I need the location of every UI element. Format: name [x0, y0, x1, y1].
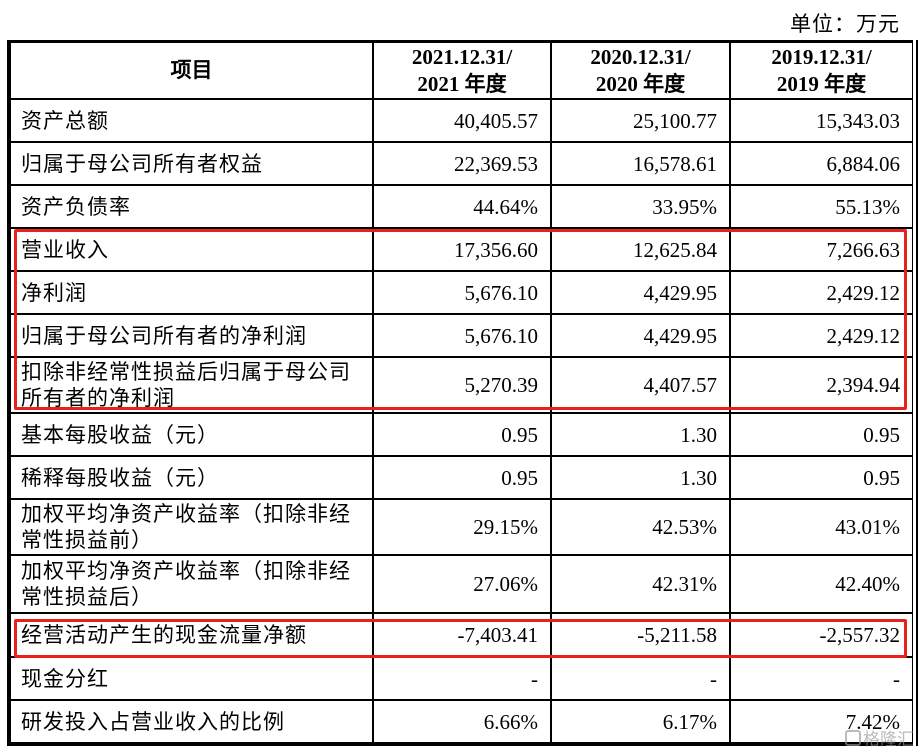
value-2019: 0.95 [729, 412, 912, 457]
row-label: 营业收入 [11, 227, 374, 272]
table-row: 营业收入 17,356.60 12,625.84 7,266.63 [11, 227, 912, 272]
value-2020: -5,211.58 [550, 612, 731, 658]
header-2020: 2020.12.31/ 2020 年度 [550, 43, 731, 100]
value-2020: 4,429.95 [550, 313, 731, 358]
value-2019: 7,266.63 [729, 227, 912, 272]
unit-label: 单位：万元 [790, 12, 900, 36]
table-row: 净利润 5,676.10 4,429.95 2,429.12 [11, 270, 912, 315]
row-label: 经营活动产生的现金流量净额 [11, 612, 374, 658]
value-2019: 42.40% [729, 554, 912, 614]
value-2019: 43.01% [729, 498, 912, 556]
value-2021: 6.66% [372, 699, 552, 743]
table-row: 稀释每股收益（元） 0.95 1.30 0.95 [11, 455, 912, 500]
value-2021: 40,405.57 [372, 98, 552, 143]
row-label: 资产总额 [11, 98, 374, 143]
table-row: 扣除非经常性损益后归属于母公司所有者的净利润 5,270.39 4,407.57… [11, 356, 912, 414]
value-2021: 0.95 [372, 412, 552, 457]
value-2021: 29.15% [372, 498, 552, 556]
value-2019: 2,394.94 [729, 356, 912, 414]
value-2020: 12,625.84 [550, 227, 731, 272]
value-2020: 16,578.61 [550, 141, 731, 186]
table-row: 归属于母公司所有者权益 22,369.53 16,578.61 6,884.06 [11, 141, 912, 186]
row-label: 归属于母公司所有者的净利润 [11, 313, 374, 358]
value-2020: 1.30 [550, 412, 731, 457]
value-2019: 2,429.12 [729, 313, 912, 358]
table-row: 资产负债率 44.64% 33.95% 55.13% [11, 184, 912, 229]
header-2019: 2019.12.31/ 2019 年度 [729, 43, 912, 100]
watermark-logo-icon [845, 729, 861, 746]
value-2020: - [550, 656, 731, 701]
value-2019: -2,557.32 [729, 612, 912, 658]
row-label: 基本每股收益（元） [11, 412, 374, 457]
value-2021: 17,356.60 [372, 227, 552, 272]
header-item: 项目 [11, 43, 374, 100]
header-2021: 2021.12.31/ 2021 年度 [372, 43, 552, 100]
value-2020: 42.53% [550, 498, 731, 556]
table-row: 研发投入占营业收入的比例 6.66% 6.17% 7.42% [11, 699, 912, 743]
row-label: 净利润 [11, 270, 374, 315]
header-row: 项目 2021.12.31/ 2021 年度 2020.12.31/ 2020 … [11, 43, 912, 100]
value-2021: 0.95 [372, 455, 552, 500]
value-2020: 33.95% [550, 184, 731, 229]
value-2021: 27.06% [372, 554, 552, 614]
value-2020: 1.30 [550, 455, 731, 500]
value-2021: 44.64% [372, 184, 552, 229]
table-row: 现金分红 - - - [11, 656, 912, 701]
watermark: 格隆汇 [845, 725, 914, 750]
value-2020: 42.31% [550, 554, 731, 614]
watermark-text: 格隆汇 [863, 730, 914, 750]
value-2019: 15,343.03 [729, 98, 912, 143]
value-2021: 5,676.10 [372, 270, 552, 315]
value-2019: 0.95 [729, 455, 912, 500]
row-label: 扣除非经常性损益后归属于母公司所有者的净利润 [11, 356, 374, 414]
row-label: 现金分红 [11, 656, 374, 701]
value-2021: 5,676.10 [372, 313, 552, 358]
table-row: 加权平均净资产收益率（扣除非经常性损益后） 27.06% 42.31% 42.4… [11, 554, 912, 614]
table-row: 资产总额 40,405.57 25,100.77 15,343.03 [11, 98, 912, 143]
row-label: 资产负债率 [11, 184, 374, 229]
value-2021: 5,270.39 [372, 356, 552, 414]
row-label: 加权平均净资产收益率（扣除非经常性损益后） [11, 554, 374, 614]
value-2021: -7,403.41 [372, 612, 552, 658]
value-2020: 25,100.77 [550, 98, 731, 143]
value-2020: 4,407.57 [550, 356, 731, 414]
value-2020: 4,429.95 [550, 270, 731, 315]
value-2021: 22,369.53 [372, 141, 552, 186]
value-2019: 2,429.12 [729, 270, 912, 315]
table-row: 基本每股收益（元） 0.95 1.30 0.95 [11, 412, 912, 457]
row-label: 归属于母公司所有者权益 [11, 141, 374, 186]
value-2021: - [372, 656, 552, 701]
table-row: 归属于母公司所有者的净利润 5,676.10 4,429.95 2,429.12 [11, 313, 912, 358]
value-2019: - [729, 656, 912, 701]
value-2019: 6,884.06 [729, 141, 912, 186]
row-label: 稀释每股收益（元） [11, 455, 374, 500]
row-label: 加权平均净资产收益率（扣除非经常性损益前） [11, 498, 374, 556]
value-2019: 55.13% [729, 184, 912, 229]
financial-summary-table: 项目 2021.12.31/ 2021 年度 2020.12.31/ 2020 … [7, 40, 918, 746]
value-2020: 6.17% [550, 699, 731, 743]
table-row: 加权平均净资产收益率（扣除非经常性损益前） 29.15% 42.53% 43.0… [11, 498, 912, 556]
table-row: 经营活动产生的现金流量净额 -7,403.41 -5,211.58 -2,557… [11, 612, 912, 658]
row-label: 研发投入占营业收入的比例 [11, 699, 374, 743]
